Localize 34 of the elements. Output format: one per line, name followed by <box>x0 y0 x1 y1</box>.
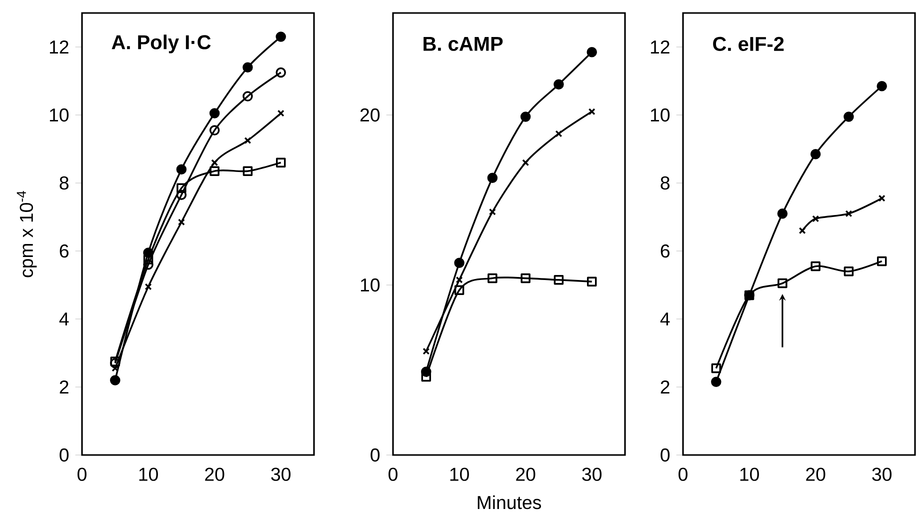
y-tick-label: 12 <box>650 40 670 54</box>
y-tick-label: 20 <box>360 108 380 122</box>
y-axis-title: cpm x 10$^{-4}$ <box>16 191 37 278</box>
x-tick-label: 10 <box>139 468 158 481</box>
x-tick-label: 0 <box>678 468 688 481</box>
x-tick-label: 0 <box>388 468 398 481</box>
text: A. Poly I·C <box>112 34 211 54</box>
x-tick-label: 20 <box>806 468 826 481</box>
x-tick-label: 20 <box>205 468 224 481</box>
y-tick-label: 10 <box>360 278 380 292</box>
y-tick-label: 8 <box>660 176 670 190</box>
x-tick-label: 20 <box>516 468 536 481</box>
y-tick-label: 4 <box>660 312 670 326</box>
x-axis-title: Minutes <box>478 495 541 510</box>
y-tick-label: 6 <box>660 244 670 258</box>
y-tick-label: 10 <box>650 108 670 122</box>
y-tick-label: 10 <box>50 108 69 122</box>
y-tick-label: 8 <box>60 176 68 190</box>
x-tick-label: 10 <box>450 468 469 481</box>
y-tick-label: 4 <box>59 312 69 326</box>
x-tick-label: 0 <box>78 468 86 481</box>
x-tick-label: 10 <box>740 468 759 481</box>
text: C. eIF-2 <box>713 36 784 52</box>
y-tick-label: 2 <box>60 380 68 394</box>
y-tick-label: 0 <box>60 448 69 462</box>
y-tick-label: 6 <box>60 244 68 258</box>
y-tick-label: 12 <box>50 40 68 54</box>
x-tick-label: 30 <box>872 468 892 481</box>
text: B. cAMP <box>424 36 503 51</box>
x-tick-label: 30 <box>582 468 602 481</box>
y-tick-label: 0 <box>660 448 670 462</box>
x-tick-label: 30 <box>271 468 291 481</box>
y-tick-label: 2 <box>660 380 670 394</box>
y-tick-label: 0 <box>370 448 380 462</box>
